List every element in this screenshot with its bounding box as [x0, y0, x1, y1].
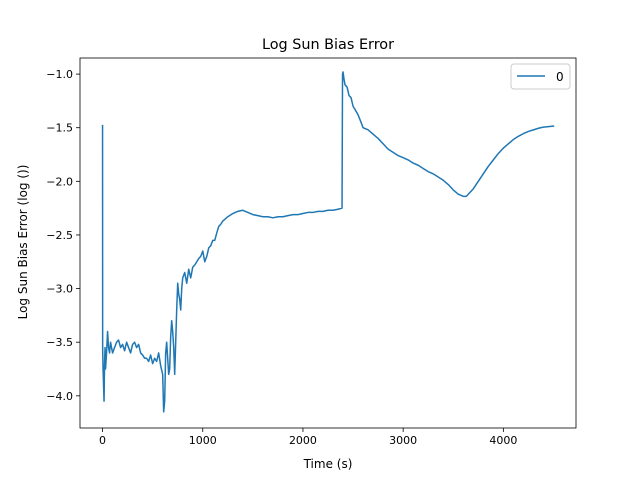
y-tick-label: −1.0 — [46, 68, 73, 81]
y-tick-label: −3.0 — [46, 283, 73, 296]
legend-label: 0 — [556, 70, 564, 84]
x-tick-label: 0 — [99, 434, 106, 447]
y-axis-label: Log Sun Bias Error (log ()) — [16, 165, 30, 320]
x-tick-label: 2000 — [289, 434, 317, 447]
x-axis-label: Time (s) — [303, 457, 353, 471]
x-tick-label: 3000 — [389, 434, 417, 447]
x-tick-label: 4000 — [489, 434, 517, 447]
y-tick-label: −1.5 — [46, 122, 73, 135]
y-tick-label: −3.5 — [46, 336, 73, 349]
axis-ticks: 0 1000 2000 3000 4000 −4.0 −3.5 −3.0 −2.5 −2.0 −1.… — [46, 68, 517, 447]
y-tick-label: −4.0 — [46, 390, 73, 403]
x-tick-label: 1000 — [189, 434, 217, 447]
chart-title: Log Sun Bias Error — [262, 37, 394, 53]
legend: 0 — [510, 63, 571, 90]
plot-area — [101, 71, 555, 413]
axes-frame — [79, 57, 577, 429]
y-tick-label: −2.5 — [46, 229, 73, 242]
series-line-0 — [101, 71, 555, 413]
y-tick-label: −2.0 — [46, 175, 73, 188]
